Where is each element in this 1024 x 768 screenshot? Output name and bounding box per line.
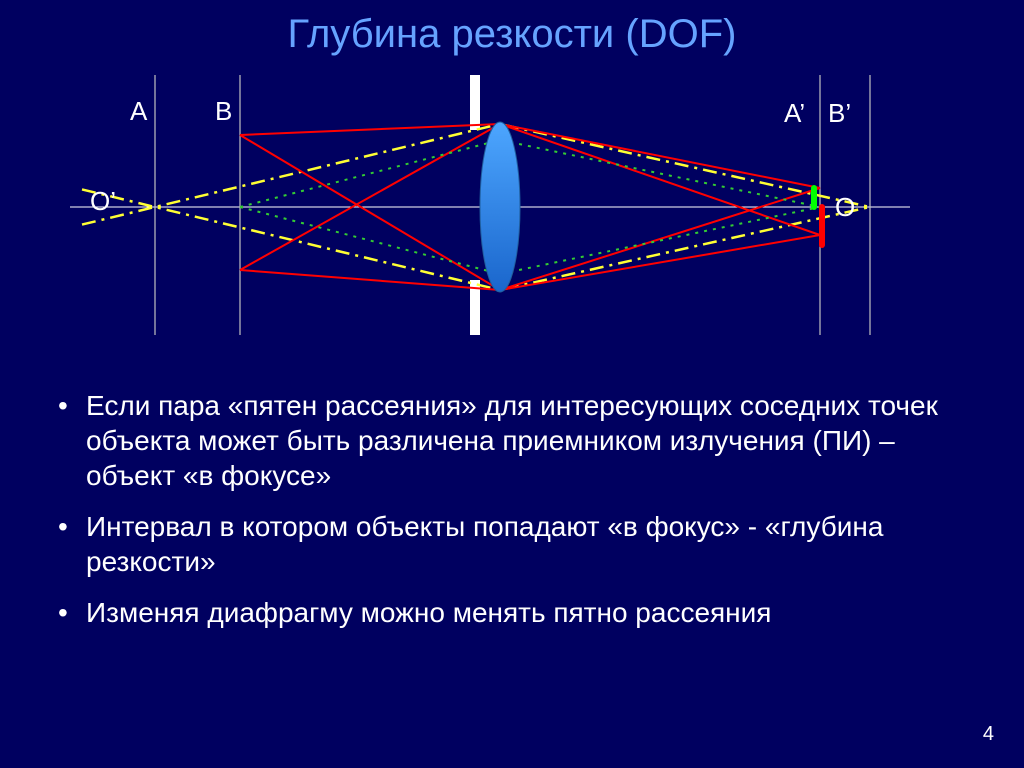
label-O-prime: O’	[90, 186, 116, 217]
bullet-item: Если пара «пятен рассеяния» для интересу…	[58, 388, 963, 493]
bullet-list: Если пара «пятен рассеяния» для интересу…	[58, 388, 963, 646]
label-O: O	[835, 192, 855, 223]
label-B: B	[215, 96, 232, 127]
slide-title: Глубина резкости (DOF)	[0, 12, 1024, 57]
label-A: A	[130, 96, 147, 127]
bullet-item: Интервал в котором объекты попадают «в ф…	[58, 509, 963, 579]
bullet-item: Изменяя диафрагму можно менять пятно рас…	[58, 595, 963, 630]
label-A-prime: A’	[784, 98, 805, 129]
page-number: 4	[983, 723, 994, 746]
label-B-prime: B’	[828, 98, 851, 129]
